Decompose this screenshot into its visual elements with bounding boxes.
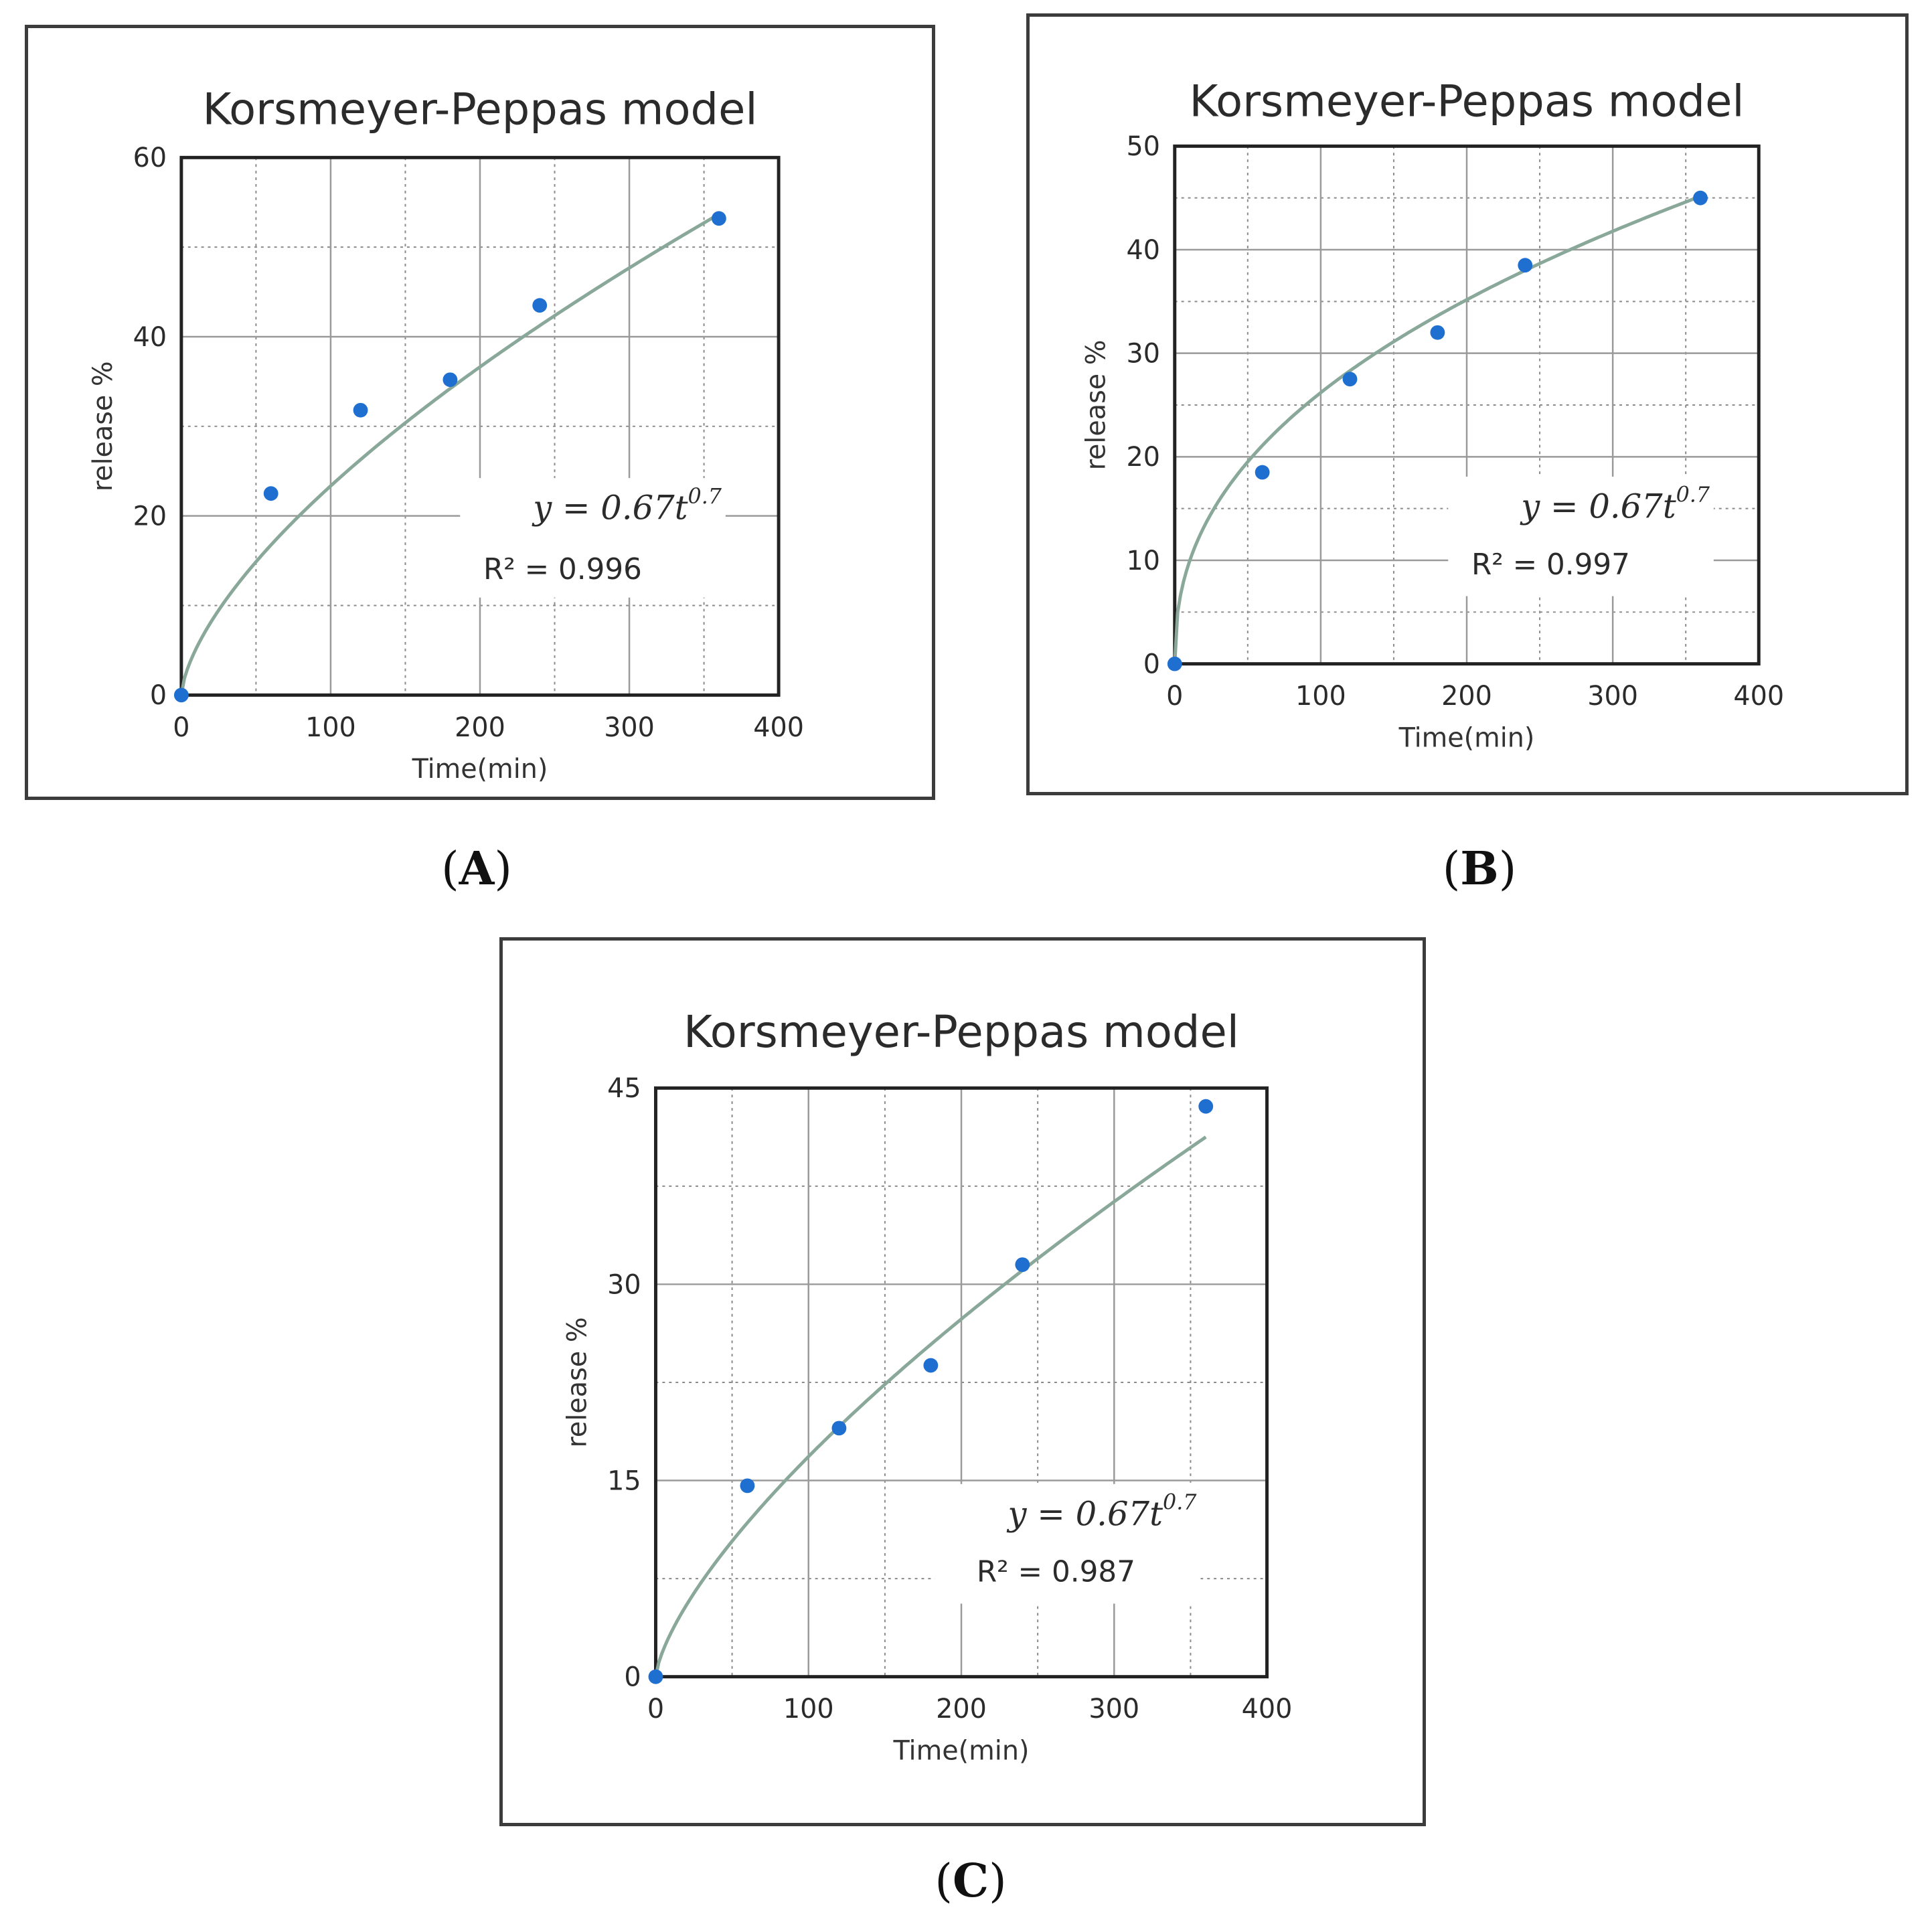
y-axis-label-a: release % — [88, 361, 118, 491]
y-tick-label-a: 20 — [133, 501, 167, 532]
chart-title-b: Korsmeyer-Peppas model — [1189, 76, 1744, 127]
equation-bg-b — [1448, 477, 1714, 596]
plot-frame-b — [1173, 144, 1761, 666]
y-tick-label-b: 40 — [1127, 235, 1160, 266]
y-tick-label-a: 0 — [150, 680, 167, 711]
equation-bg-c — [935, 1483, 1201, 1604]
fit-equation-main-b: y = 0.67t — [1520, 487, 1676, 526]
y-tick-label-c: 0 — [624, 1662, 641, 1693]
data-point-b — [1518, 258, 1533, 273]
y-tick-label-b: 0 — [1143, 649, 1160, 680]
fit-equation-a: y = 0.67t0.7 — [532, 485, 722, 528]
chart-panel-c: Korsmeyer-Peppas model 0 100 200 300 400 0 15 30… — [499, 937, 1426, 1826]
fit-equation-exponent-c: 0.7 — [1163, 1491, 1197, 1515]
data-point-a — [711, 211, 726, 226]
x-tick-label-b: 300 — [1587, 681, 1638, 712]
x-tick-label-a: 100 — [305, 712, 356, 743]
x-tick-label-c: 200 — [936, 1694, 987, 1724]
y-tick-label-c: 45 — [607, 1073, 641, 1104]
x-tick-label-c: 300 — [1089, 1694, 1139, 1724]
r-squared-label-b: R² = 0.997 — [1471, 548, 1630, 582]
caption-c: (C) — [935, 1854, 1007, 1908]
y-axis-label-b: release % — [1081, 340, 1112, 471]
equation-bg-a — [460, 478, 726, 598]
x-tick-label-a: 300 — [604, 712, 655, 743]
y-tick-label-b: 50 — [1127, 131, 1160, 162]
chart-panel-a: Korsmeyer-Peppas model 0 100 200 300 400 0 20 40… — [25, 25, 935, 800]
y-tick-label-b: 30 — [1127, 339, 1160, 370]
data-point-c — [831, 1421, 847, 1436]
data-point-c — [923, 1358, 939, 1373]
data-point-a — [173, 688, 189, 703]
x-tick-label-b: 0 — [1166, 681, 1183, 712]
x-axis-label-c: Time(min) — [893, 1736, 1030, 1767]
fit-equation-exponent-a: 0.7 — [688, 485, 722, 509]
x-tick-label-a: 0 — [173, 712, 189, 743]
data-point-c — [1015, 1257, 1030, 1273]
r-squared-label-c: R² = 0.987 — [977, 1555, 1135, 1589]
data-point-b — [1342, 372, 1358, 387]
x-axis-label-b: Time(min) — [1398, 723, 1535, 754]
y-tick-label-a: 40 — [133, 322, 167, 353]
caption-a-letter: A — [459, 842, 495, 896]
y-tick-label-c: 15 — [607, 1465, 641, 1496]
fit-curve-b — [1173, 195, 1701, 664]
fit-equation-main-c: y = 0.67t — [1006, 1494, 1163, 1533]
x-tick-label-a: 400 — [753, 712, 804, 743]
caption-a: (A) — [441, 842, 512, 896]
fit-curve-a — [179, 212, 720, 696]
chart-title-c: Korsmeyer-Peppas model — [683, 1007, 1239, 1058]
fit-equation-main-a: y = 0.67t — [532, 489, 688, 528]
x-tick-label-b: 200 — [1441, 681, 1492, 712]
y-tick-label-b: 20 — [1127, 442, 1160, 473]
plot-frame-c — [653, 1086, 1269, 1679]
x-tick-label-b: 100 — [1295, 681, 1346, 712]
fit-curve-c — [654, 1135, 1207, 1678]
y-tick-label-b: 10 — [1127, 546, 1160, 576]
data-point-b — [1430, 325, 1445, 340]
y-tick-label-c: 30 — [607, 1269, 641, 1300]
plot-frame-a — [179, 155, 781, 697]
data-point-a — [263, 486, 278, 501]
chart-svg-b: Korsmeyer-Peppas model 0 100 200 300 400 0 10 20… — [1081, 76, 1784, 754]
x-tick-label-c: 0 — [647, 1694, 664, 1724]
data-point-c — [740, 1478, 755, 1494]
data-point-c — [648, 1669, 663, 1684]
caption-c-letter: C — [952, 1854, 989, 1908]
x-tick-label-b: 400 — [1733, 681, 1784, 712]
chart-panel-b: Korsmeyer-Peppas model 0 100 200 300 400 0 10 20… — [1026, 13, 1909, 795]
caption-b: (B) — [1442, 842, 1517, 896]
data-point-b — [1167, 656, 1182, 671]
r-squared-label-a: R² = 0.996 — [483, 553, 642, 586]
data-point-c — [1198, 1099, 1214, 1114]
x-tick-label-c: 400 — [1242, 1694, 1293, 1724]
chart-title-a: Korsmeyer-Peppas model — [202, 84, 757, 135]
x-axis-label-a: Time(min) — [412, 754, 548, 785]
caption-b-letter: B — [1460, 842, 1499, 896]
data-point-b — [1255, 465, 1270, 480]
data-point-a — [353, 402, 368, 418]
y-tick-label-a: 60 — [133, 143, 167, 173]
data-point-b — [1693, 190, 1708, 206]
x-tick-label-a: 200 — [455, 712, 505, 743]
chart-svg-c: Korsmeyer-Peppas model 0 100 200 300 400 0 15 30… — [562, 1007, 1293, 1767]
fit-equation-b: y = 0.67t0.7 — [1520, 483, 1710, 526]
fit-equation-c: y = 0.67t0.7 — [1006, 1491, 1197, 1534]
y-axis-label-c: release % — [562, 1317, 592, 1447]
x-tick-label-c: 100 — [783, 1694, 834, 1724]
data-point-a — [442, 372, 458, 388]
fit-equation-exponent-b: 0.7 — [1676, 483, 1710, 507]
chart-svg-a: Korsmeyer-Peppas model 0 100 200 300 400 0 20 40… — [88, 84, 804, 785]
data-point-a — [532, 298, 548, 313]
